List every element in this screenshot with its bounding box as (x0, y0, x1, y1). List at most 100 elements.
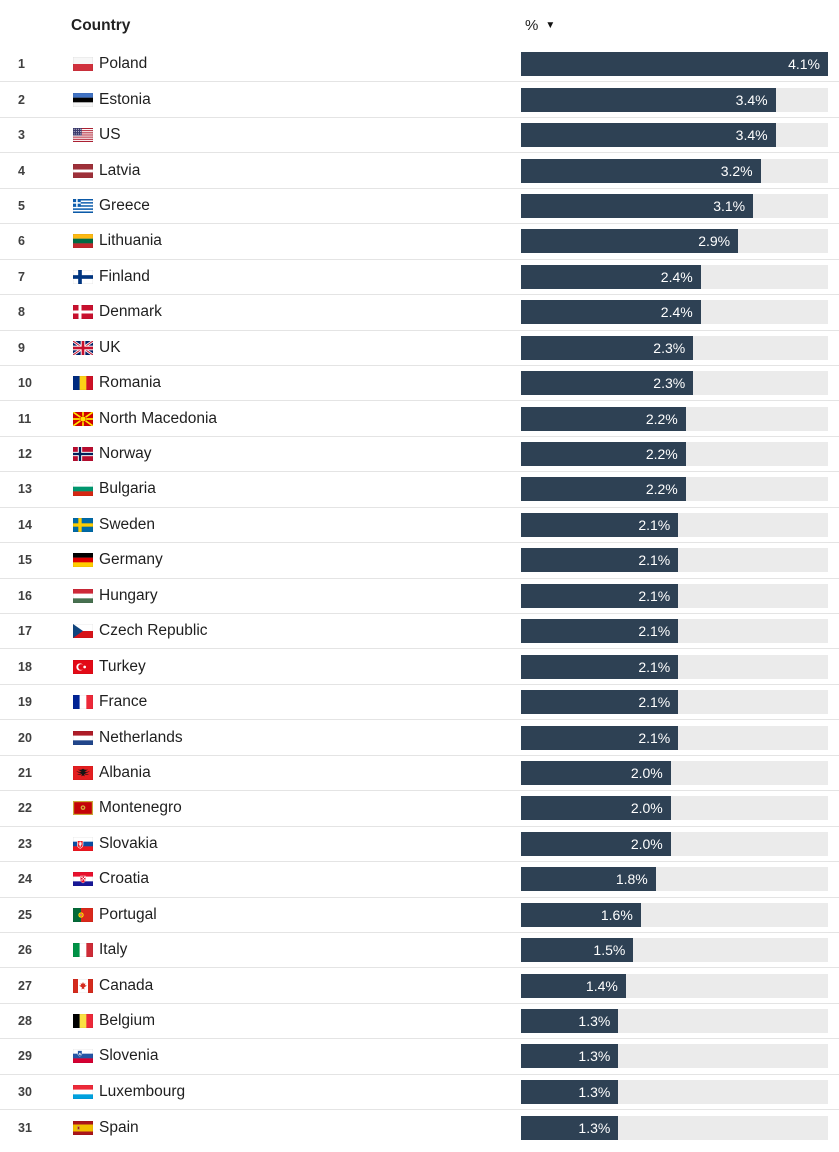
flag-icon-turkey (73, 659, 93, 674)
bar-track: 1.3% (521, 1115, 828, 1140)
bar: 2.3% (521, 371, 694, 396)
country-name: Poland (99, 55, 148, 73)
table-row: 4 Latvia 3.2% (0, 153, 839, 189)
country-name: France (99, 693, 148, 711)
country-column-header[interactable]: Country (71, 16, 131, 34)
country-name: UK (99, 338, 121, 356)
bar-track: 3.2% (521, 158, 828, 183)
bar: 2.0% (521, 831, 671, 856)
country-name: Netherlands (99, 728, 183, 746)
country-name: Romania (99, 374, 162, 392)
rank-label: 4 (18, 163, 25, 178)
rank-label: 29 (18, 1049, 32, 1064)
rank-label: 15 (18, 553, 32, 568)
bar-value-label: 2.2% (645, 410, 678, 427)
table-row: 8 Denmark 2.4% (0, 295, 839, 331)
table-row: 31 Spain 1.3% (0, 1110, 839, 1145)
bar: 2.2% (521, 406, 686, 431)
bar-track: 2.1% (521, 583, 828, 608)
rank-label: 3 (18, 128, 25, 143)
bar-value-label: 3.1% (713, 197, 746, 214)
flag-icon-slovakia (73, 836, 93, 851)
rank-label: 21 (18, 765, 32, 780)
country-name: Turkey (99, 657, 146, 675)
flag-icon-finland (73, 269, 93, 284)
rank-label: 1 (18, 57, 25, 72)
table-row: 21 Albania 2.0% (0, 756, 839, 792)
bar-track: 3.4% (521, 87, 828, 112)
flag-icon-estonia (73, 92, 93, 107)
bar: 2.4% (521, 264, 701, 289)
bar-track: 2.4% (521, 264, 828, 289)
flag-icon-hungary (73, 588, 93, 603)
flag-icon-croatia (73, 872, 93, 887)
bar: 2.3% (521, 335, 694, 360)
bar-track: 2.2% (521, 477, 828, 502)
bar: 2.1% (521, 548, 679, 573)
bar-track: 2.4% (521, 300, 828, 325)
bar: 2.2% (521, 477, 686, 502)
bar-track: 2.1% (521, 725, 828, 750)
table-row: 15 Germany 2.1% (0, 543, 839, 579)
country-name: Czech Republic (99, 622, 208, 640)
rank-label: 14 (18, 517, 32, 532)
bar: 1.3% (521, 1115, 619, 1140)
country-name: Croatia (99, 870, 149, 888)
bar-track: 1.3% (521, 1009, 828, 1034)
table-row: 19 France 2.1% (0, 685, 839, 721)
table-row: 28 Belgium 1.3% (0, 1004, 839, 1040)
table-row: 13 Bulgaria 2.2% (0, 472, 839, 508)
bar: 1.5% (521, 938, 634, 963)
value-column-header[interactable]: % ▼ (521, 17, 828, 34)
bar-track: 4.1% (521, 52, 828, 77)
flag-icon-us (73, 128, 93, 143)
flag-icon-uk (73, 340, 93, 355)
country-name: Italy (99, 941, 128, 959)
bar: 4.1% (521, 52, 828, 77)
bar-value-label: 3.4% (735, 91, 768, 108)
bar-value-label: 3.2% (720, 162, 753, 179)
bar: 2.1% (521, 583, 679, 608)
sort-descending-icon[interactable]: ▼ (545, 19, 556, 31)
bar-value-label: 1.6% (600, 906, 633, 923)
rank-label: 24 (18, 872, 32, 887)
bar-value-label: 2.2% (645, 481, 678, 498)
table-row: 26 Italy 1.5% (0, 933, 839, 969)
flag-icon-slovenia (73, 1049, 93, 1064)
country-name: Finland (99, 267, 150, 285)
country-name: Lithuania (99, 232, 162, 250)
rank-label: 8 (18, 305, 25, 320)
table-row: 16 Hungary 2.1% (0, 579, 839, 614)
bar-track: 1.5% (521, 938, 828, 963)
bar-track: 3.4% (521, 123, 828, 148)
table-row: 10 Romania 2.3% (0, 366, 839, 402)
bar-value-label: 2.1% (638, 729, 671, 746)
bar-value-label: 2.1% (638, 694, 671, 711)
rank-label: 13 (18, 482, 32, 497)
table-row: 29 Slovenia 1.3% (0, 1039, 839, 1075)
bar-track: 3.1% (521, 193, 828, 218)
bar-track: 2.3% (521, 335, 828, 360)
country-name: Latvia (99, 161, 141, 179)
bar-value-label: 1.3% (578, 1048, 611, 1065)
flag-icon-poland (73, 57, 93, 72)
table-row: 1 Poland 4.1% (0, 47, 839, 83)
table-row: 3 US 3.4% (0, 118, 839, 154)
table-body: 1 Poland 4.1% 2 Estonia 3.4% 3 US (0, 47, 839, 1146)
table-row: 5 Greece 3.1% (0, 189, 839, 225)
country-name: Belgium (99, 1012, 155, 1030)
bar-track: 2.0% (521, 760, 828, 785)
country-name: Montenegro (99, 799, 182, 817)
bar-track: 2.1% (521, 548, 828, 573)
country-name: Slovenia (99, 1047, 159, 1065)
bar-value-label: 1.3% (578, 1119, 611, 1136)
bar-value-label: 2.3% (653, 339, 686, 356)
rank-label: 5 (18, 198, 25, 213)
bar-value-label: 2.0% (630, 835, 663, 852)
table-row: 20 Netherlands 2.1% (0, 720, 839, 756)
flag-icon-netherlands (73, 730, 93, 745)
rank-label: 6 (18, 234, 25, 249)
bar-value-label: 2.3% (653, 375, 686, 392)
flag-icon-portugal (73, 907, 93, 922)
country-name: Sweden (99, 515, 156, 533)
